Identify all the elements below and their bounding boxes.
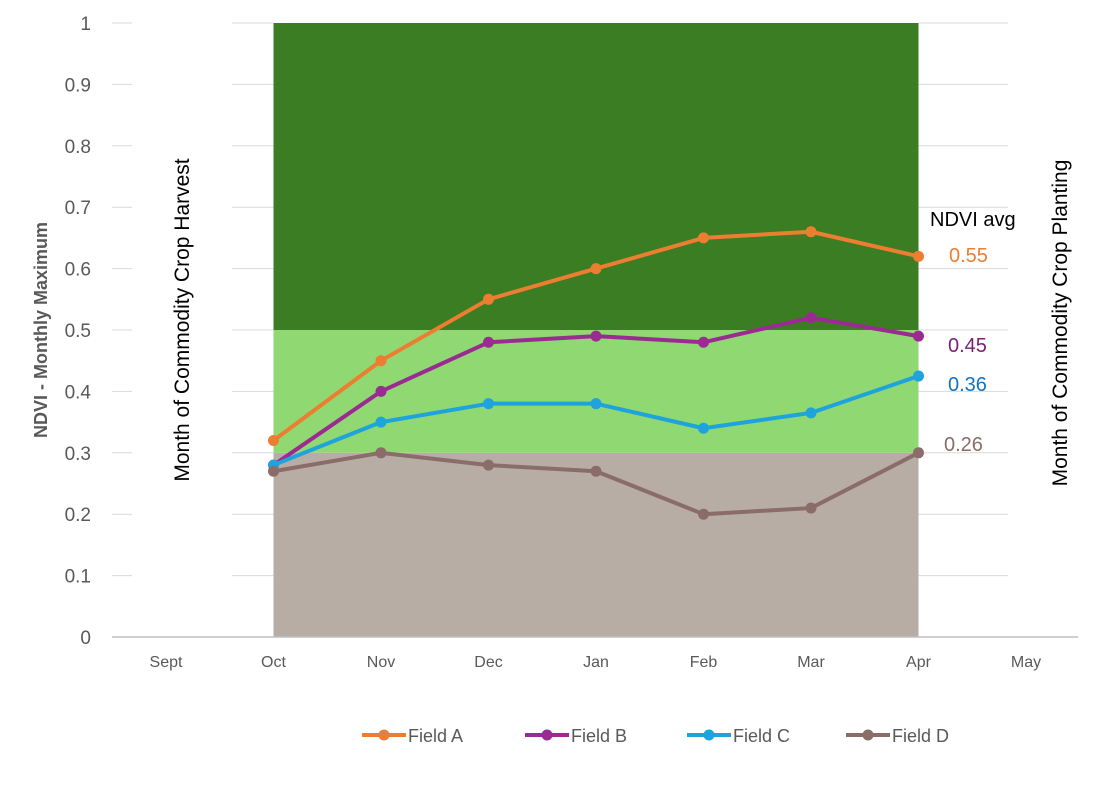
ndvi-bands xyxy=(273,23,919,637)
y-tick-label: 0.7 xyxy=(65,198,91,219)
ndvi-avg-value: 0.36 xyxy=(948,374,987,396)
y-axis-ticks: 0 0.1 0.2 0.3 0.4 0.5 0.6 0.7 0.8 0.9 1 xyxy=(65,14,92,649)
field-a-point xyxy=(913,250,924,262)
field-b-point xyxy=(375,385,387,397)
legend-label: Field A xyxy=(408,726,463,746)
x-tick-label: Jan xyxy=(583,654,609,671)
field-c-point xyxy=(698,422,709,434)
ndvi-band-2 xyxy=(273,23,919,330)
legend-marker xyxy=(541,729,553,741)
legend-label: Field B xyxy=(571,726,627,746)
ndvi-band-0 xyxy=(273,452,919,637)
y-tick-label: 1 xyxy=(80,14,91,35)
field-c-point xyxy=(805,407,817,419)
y-tick-label: 0.3 xyxy=(65,444,91,465)
field-d-point xyxy=(375,447,387,459)
ndvi-avg-values: 0.55 0.45 0.36 0.26 xyxy=(944,245,988,456)
ndvi-avg-value: 0.45 xyxy=(948,335,987,357)
ndvi-avg-value: 0.26 xyxy=(944,434,983,456)
legend-marker xyxy=(378,729,390,741)
field-a-point xyxy=(805,226,817,238)
field-a-point xyxy=(698,232,709,244)
field-a-point xyxy=(375,355,387,367)
y-tick-label: 0.4 xyxy=(65,382,92,403)
series-lines xyxy=(268,226,924,520)
gridlines xyxy=(112,22,1008,577)
field-a-point xyxy=(268,435,279,447)
x-tick-label: May xyxy=(1011,654,1041,671)
field-b-point xyxy=(805,312,817,324)
ndvi-avg-header: NDVI avg xyxy=(930,209,1016,231)
field-c-point xyxy=(483,398,494,410)
legend: Field A Field B Field C Field D xyxy=(362,726,949,746)
x-tick-label: Sept xyxy=(150,654,183,671)
field-b-point xyxy=(483,336,494,348)
field-a-point xyxy=(590,263,602,275)
field-c-point xyxy=(913,370,924,382)
x-tick-label: Dec xyxy=(474,654,502,671)
x-tick-label: Apr xyxy=(906,654,932,671)
x-tick-label: Nov xyxy=(367,654,395,671)
field-d-point xyxy=(483,459,494,471)
legend-label: Field D xyxy=(892,726,949,746)
ndvi-band-1 xyxy=(273,330,919,453)
y-tick-label: 0 xyxy=(80,628,91,649)
x-tick-label: Mar xyxy=(797,654,825,671)
legend-marker xyxy=(862,729,874,741)
field-c-point xyxy=(375,416,387,428)
planting-annotation: Month of Commodity Crop Planting xyxy=(1049,160,1072,487)
legend-marker xyxy=(703,729,715,741)
y-tick-label: 0.6 xyxy=(65,260,91,281)
x-tick-label: Feb xyxy=(690,654,718,671)
field-b-point xyxy=(913,330,924,342)
field-d-point xyxy=(913,447,924,459)
ndvi-avg-value: 0.55 xyxy=(949,245,988,267)
field-d-point xyxy=(268,465,279,477)
field-a-point xyxy=(483,293,494,305)
field-d-point xyxy=(590,465,602,477)
x-axis-ticks: Sept Oct Nov Dec Jan Feb Mar Apr May xyxy=(150,654,1042,671)
field-d-point xyxy=(698,508,709,520)
x-tick-label: Oct xyxy=(261,654,286,671)
y-tick-label: 0.1 xyxy=(65,567,91,588)
harvest-annotation: Month of Commodity Crop Harvest xyxy=(171,158,194,481)
y-tick-label: 0.5 xyxy=(65,321,91,342)
field-b-point xyxy=(698,336,709,348)
field-b-point xyxy=(590,330,602,342)
y-axis-label: NDVI - Monthly Maximum xyxy=(31,222,51,438)
field-c-point xyxy=(590,398,602,410)
field-d-point xyxy=(805,502,817,514)
y-tick-label: 0.9 xyxy=(65,75,91,96)
y-tick-label: 0.2 xyxy=(65,505,91,526)
legend-label: Field C xyxy=(733,726,790,746)
y-tick-label: 0.8 xyxy=(65,137,91,158)
